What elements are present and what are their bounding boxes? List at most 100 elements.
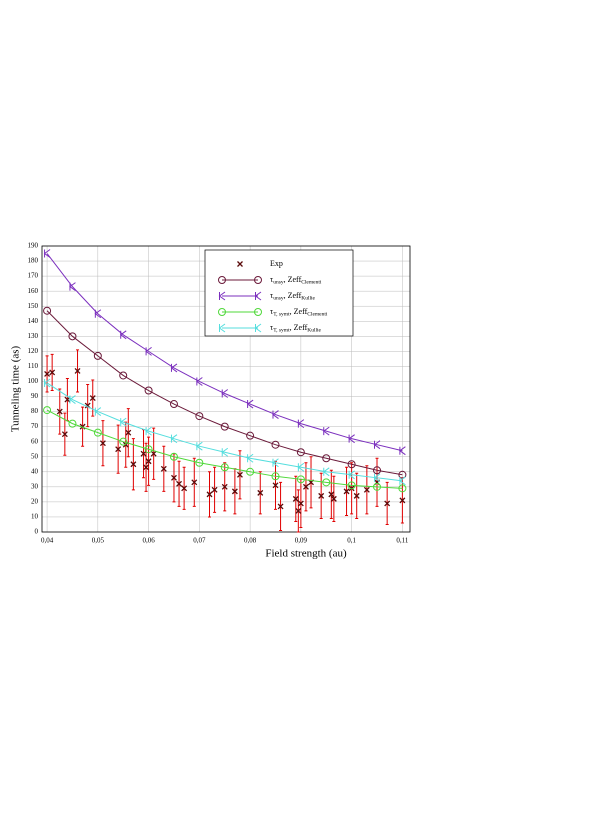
c-marker <box>195 458 204 467</box>
exp-marker <box>302 483 309 490</box>
legend-label: τT, symt, ZeffKullie <box>270 323 322 334</box>
exp-marker <box>130 461 137 468</box>
exp-marker <box>99 440 106 447</box>
c-marker <box>398 484 407 493</box>
x-tick-label: 0,07 <box>193 537 206 545</box>
c-marker <box>373 482 382 491</box>
legend-label: τunsy, ZeffClementi <box>270 275 322 286</box>
c-marker <box>169 452 178 461</box>
c-marker <box>119 371 128 380</box>
c-marker <box>218 308 226 316</box>
y-tick-label: 80 <box>31 407 39 415</box>
k-marker <box>43 249 51 258</box>
x-tick-label: 0,1 <box>347 537 356 545</box>
exp-marker <box>257 489 264 496</box>
k-marker <box>69 395 76 404</box>
k-marker <box>221 389 229 398</box>
legend-label-part: τ <box>270 323 274 332</box>
curve <box>46 409 403 489</box>
exp-marker <box>272 482 279 489</box>
y-tick-label: 40 <box>31 467 39 475</box>
exp-marker <box>140 450 147 457</box>
y-tick-label: 90 <box>31 392 39 400</box>
c-marker <box>373 466 382 475</box>
exp-marker <box>191 479 198 486</box>
legend-label-part: Clementi <box>301 280 322 286</box>
x-tick-label: 0,06 <box>142 537 155 545</box>
exp-marker <box>384 500 391 507</box>
legend-label-part: τ <box>270 291 274 300</box>
c-marker <box>254 308 262 316</box>
k-marker <box>43 378 51 388</box>
k-marker <box>69 282 76 292</box>
exp-marker <box>171 474 177 481</box>
c-marker <box>347 481 356 490</box>
y-tick-label: 120 <box>28 347 39 355</box>
exp-marker <box>181 485 188 492</box>
k-marker <box>221 447 229 457</box>
exp-marker <box>44 370 51 377</box>
legend-label: τunsy, ZeffKullie <box>270 291 316 302</box>
y-tick-label: 150 <box>28 302 39 310</box>
y-tick-label: 170 <box>28 272 39 280</box>
c-marker <box>195 412 204 421</box>
x-tick-label: 0,04 <box>41 537 54 545</box>
c-marker <box>296 448 305 457</box>
k-marker <box>119 417 127 427</box>
k-marker <box>94 309 102 319</box>
legend-label-part: τ <box>270 275 274 284</box>
c-marker <box>246 467 255 476</box>
exp-marker <box>343 488 350 495</box>
c-marker <box>246 431 255 440</box>
y-tick-label: 50 <box>31 452 39 460</box>
k-marker <box>322 426 330 436</box>
k-marker <box>297 462 305 472</box>
exp-marker <box>353 492 360 499</box>
legend-label-part: unsy <box>273 296 284 302</box>
c-marker <box>144 386 153 395</box>
k-marker <box>297 419 305 429</box>
exp-marker <box>211 486 218 493</box>
curve <box>46 310 403 476</box>
c-marker <box>322 454 331 463</box>
k-marker <box>272 458 279 468</box>
c-marker <box>169 400 178 409</box>
exp-marker <box>61 431 68 438</box>
k-marker <box>246 399 254 409</box>
k-marker <box>218 291 226 301</box>
exp-marker <box>237 261 243 267</box>
legend-label-part: T, symt <box>273 312 290 318</box>
legend-label-part: unsy <box>273 280 284 286</box>
y-tick-label: 190 <box>28 242 39 250</box>
exp-marker <box>143 464 150 471</box>
x-tick-label: 0,09 <box>295 537 308 545</box>
legend-label-part: , Zeff <box>284 275 302 284</box>
legend-label-part: τ <box>270 307 274 316</box>
c-marker <box>68 332 77 341</box>
exp-marker <box>277 503 284 510</box>
c-marker <box>220 422 229 431</box>
exp-marker <box>125 429 132 436</box>
curve <box>46 382 403 482</box>
legend-label-part: , Zeff <box>284 291 302 300</box>
k-marker <box>145 346 152 356</box>
exp-marker <box>330 495 337 502</box>
exp-marker <box>74 367 81 374</box>
y-tick-label: 140 <box>28 317 39 325</box>
exp-marker <box>206 491 213 498</box>
c-marker <box>322 478 331 487</box>
legend-label: Exp <box>270 259 283 268</box>
k-marker <box>196 441 203 451</box>
legend-label-part: Exp <box>270 259 283 268</box>
legend-label-part: , Zeff <box>290 323 308 332</box>
c-marker <box>144 445 153 454</box>
exp-marker <box>318 492 325 499</box>
k-marker <box>170 434 178 444</box>
exp-marker <box>115 446 122 453</box>
x-axis-label: Field strength (au) <box>265 548 347 560</box>
k-marker <box>196 377 203 386</box>
exp-marker <box>292 495 299 502</box>
k-marker <box>246 453 254 463</box>
k-marker <box>254 291 262 301</box>
c-marker <box>254 276 262 284</box>
